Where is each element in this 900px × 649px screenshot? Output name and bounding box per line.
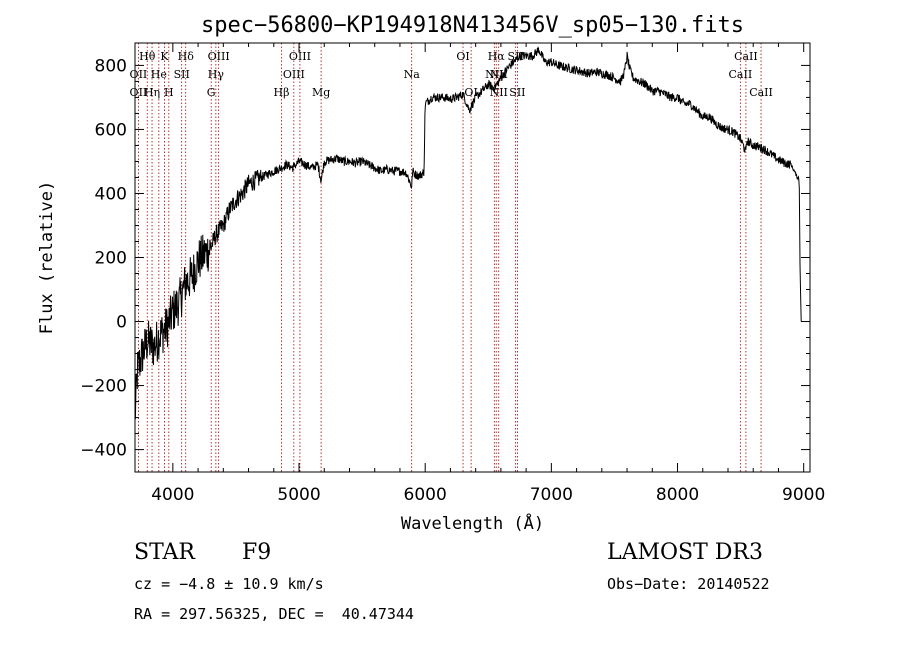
spectral-line-label: SII xyxy=(509,86,525,99)
spectral-line-label: OIII xyxy=(208,50,230,63)
spectral-line-label: OII xyxy=(130,86,148,99)
spectral-subclass: F9 xyxy=(242,540,272,565)
observation-date: Obs−Date: 20140522 xyxy=(607,575,770,593)
spectral-line-label: NII xyxy=(490,86,508,99)
spectral-line-label: G xyxy=(207,86,216,99)
y-tick-label: 600 xyxy=(95,120,127,140)
y-tick-label: −200 xyxy=(80,377,127,397)
y-axis-label: Flux (relative) xyxy=(37,181,57,335)
spectral-line-label: OII xyxy=(130,68,148,81)
spectral-line-label: OI xyxy=(456,50,469,63)
spectral-line-labels: Hθ K Hδ OIII OIII OI Hα SII CaII OII He SII Hγ OIII Na… xyxy=(130,50,773,99)
spectral-line-label: OIII xyxy=(289,50,311,63)
spectral-line-label: Na xyxy=(404,68,421,81)
spectral-line-label: Hθ xyxy=(139,50,156,63)
spectral-line-label: Hη xyxy=(144,86,160,99)
y-tick-label: 200 xyxy=(95,249,127,269)
spectral-line-label: CaII xyxy=(729,68,753,81)
y-axis: −400 −200 0 200 400 600 800 xyxy=(80,56,810,461)
x-tick-label: 4000 xyxy=(151,485,194,505)
spectral-line-label: CaII xyxy=(734,50,758,63)
spectral-line-label: Hα xyxy=(488,50,506,63)
spectral-line-label: K xyxy=(160,50,169,63)
spectral-line-label: CaII xyxy=(749,86,773,99)
coordinates: RA = 297.56325, DEC = 40.47344 xyxy=(134,605,414,623)
spectral-line-label: SII xyxy=(174,68,190,81)
redshift-value: cz = −4.8 ± 10.9 km/s xyxy=(134,575,324,593)
survey-name: LAMOST DR3 xyxy=(607,540,763,565)
spectral-line-label: Mg xyxy=(312,86,330,99)
spectrum-line xyxy=(134,46,802,420)
x-tick-label: 9000 xyxy=(782,485,825,505)
x-tick-label: 5000 xyxy=(277,485,320,505)
y-tick-label: 0 xyxy=(116,313,127,333)
x-tick-label: 6000 xyxy=(404,485,447,505)
spectral-line-label: Hδ xyxy=(178,50,195,63)
y-tick-label: 400 xyxy=(95,184,127,204)
spectral-line-markers xyxy=(138,43,762,472)
chart-title: spec−56800−KP194918N413456V_sp05−130.fit… xyxy=(201,13,744,38)
spectral-line-label: He xyxy=(151,68,167,81)
object-class: STAR xyxy=(134,540,195,565)
spectral-line-label: OIII xyxy=(283,68,305,81)
spectral-line-label: NII xyxy=(485,68,503,81)
y-tick-label: −400 xyxy=(80,441,127,461)
spectral-line-label: Hγ xyxy=(208,68,225,81)
spectral-line-label: H xyxy=(164,86,174,99)
y-tick-label: 800 xyxy=(95,56,127,76)
x-tick-label: 7000 xyxy=(530,485,573,505)
x-axis: 4000 5000 6000 7000 8000 9000 xyxy=(151,43,825,505)
x-axis-label: Wavelength (Å) xyxy=(401,512,544,534)
spectral-line-label: Hβ xyxy=(274,86,290,99)
x-tick-label: 8000 xyxy=(656,485,699,505)
